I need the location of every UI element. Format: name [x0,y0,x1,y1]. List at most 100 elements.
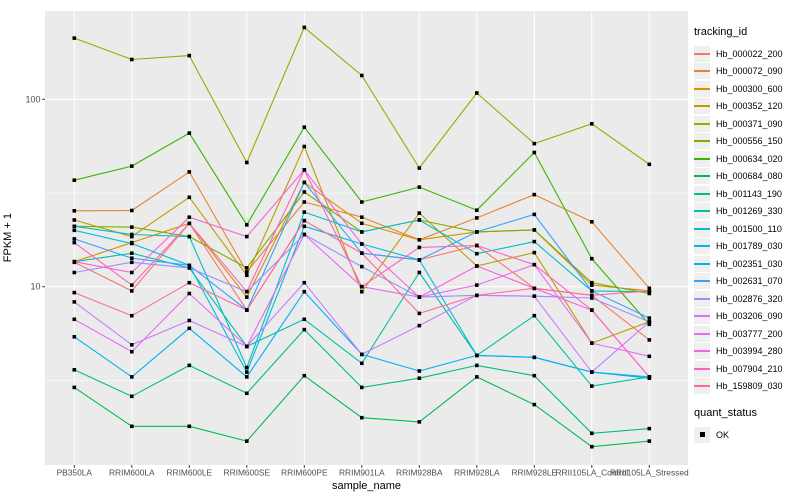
plot-panel: 10 100 PB350LA RRIM600LA RRIM600LE RRIM600SE R… [25,11,689,478]
data-point [647,354,652,359]
legend-item-Hb_000371_090: Hb_000371_090 [694,115,800,133]
legend-item-Hb_003994_280: Hb_003994_280 [694,343,800,361]
data-point [187,326,192,331]
data-point [590,308,594,312]
legend-item-Hb_003777_200: Hb_003777_200 [694,325,800,343]
legend-label: Hb_003777_200 [716,328,783,339]
legend-line-swatch [694,192,710,195]
data-point [72,209,77,213]
data-point [302,373,307,378]
legend-key [694,133,710,150]
data-point [187,234,192,239]
y-axis-title-text: FPKM + 1 [2,213,14,263]
x-tick-label: RRIM928LE [511,468,557,478]
data-point [187,195,192,200]
legend-label: Hb_000072_090 [716,66,783,77]
x-tick-label: RRIM600SE [224,468,271,478]
data-point [532,402,537,407]
x-tick-label: RRII105LA_Control [555,468,628,478]
legend-key [694,203,710,220]
data-point [360,289,364,294]
y-tick-label: 10 [30,282,40,292]
data-point [130,270,134,275]
legend-item-Hb_002876_320: Hb_002876_320 [694,290,800,308]
data-point [647,320,652,324]
data-point [130,394,134,399]
data-point [302,280,307,285]
legend-key [694,360,710,377]
data-point [475,91,479,95]
data-point [302,168,307,172]
data-point [532,239,537,244]
data-point [187,266,192,270]
legend-item-Hb_001143_190: Hb_001143_190 [694,185,800,203]
y-tick-label: 100 [25,94,40,104]
data-points [72,25,652,449]
data-point [360,284,364,289]
legend-item-ok: OK [694,426,800,444]
data-point [475,251,479,256]
legend-key [694,45,710,62]
legend-key [694,238,710,255]
data-point [245,391,249,396]
legend-key [694,325,710,342]
legend-label: Hb_003994_280 [716,346,783,357]
data-point [417,295,422,299]
data-point [360,264,364,269]
legend-line-swatch [694,105,710,108]
legend-item-Hb_001500_110: Hb_001500_110 [694,220,800,238]
data-point [532,262,537,267]
legend-label: Hb_000300_600 [716,83,783,94]
data-point [187,131,192,135]
data-point [590,341,594,345]
data-point [360,352,364,357]
data-point [417,270,422,275]
data-point [187,363,192,368]
data-point [532,141,537,146]
y-axis-title: FPKM + 1 [2,0,14,476]
data-point [302,289,307,294]
data-point [130,424,134,429]
legend-line-swatch [694,52,710,55]
data-point [302,218,307,223]
legend-label: Hb_000352_120 [716,101,783,112]
data-point [475,353,479,358]
data-point [72,385,77,390]
legend-label: Hb_002876_320 [716,293,783,304]
data-point [130,349,134,354]
legend-label: Hb_000556_150 [716,136,783,147]
data-point [417,218,422,222]
data-point [590,122,594,126]
x-tick-label: RRIM928BA [396,468,443,478]
data-point [130,283,134,287]
legend-item-Hb_002631_070: Hb_002631_070 [694,273,800,291]
legend-label: Hb_000371_090 [716,118,783,129]
data-point [72,224,77,229]
data-point [245,308,249,312]
data-point [417,238,422,242]
data-point [532,192,537,197]
legend-item-Hb_007904_210: Hb_007904_210 [694,360,800,378]
data-point [245,270,249,274]
data-point [590,283,594,287]
data-point [417,323,422,328]
data-point [590,384,594,388]
data-point [475,230,479,234]
x-tick-label: RRIM901LA [339,468,385,478]
legend-line-swatch [694,385,710,388]
data-point [647,439,652,443]
data-point [72,335,77,339]
data-point [532,355,537,360]
legend-line-swatch [694,367,710,370]
legend-line-swatch [694,332,710,335]
data-point [360,361,364,366]
legend-line-swatch [694,350,710,353]
data-point [590,370,594,374]
legend-line-swatch [694,280,710,283]
legend-line-swatch [694,297,710,300]
data-point [130,164,134,168]
legend-key [694,98,710,115]
legend-item-Hb_001269_330: Hb_001269_330 [694,203,800,221]
legend-key [694,378,710,395]
data-point [302,125,307,129]
